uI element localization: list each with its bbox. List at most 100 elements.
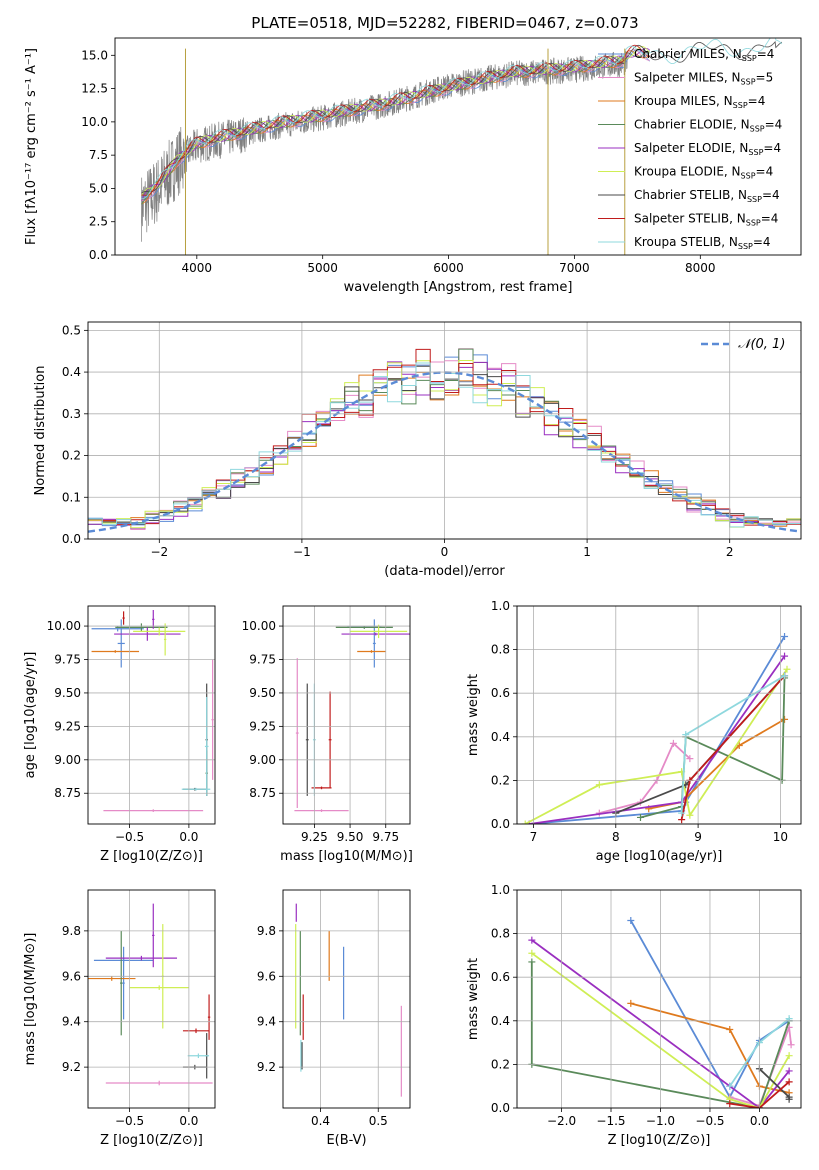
y-tick-label: 8.75 [249,786,276,800]
series-marker-kroupa-stelib [678,809,686,817]
legend-subscript: SSP [733,101,748,110]
x-tick-label: 7 [530,830,538,844]
y-tick-label: 9.6 [257,969,276,983]
y-tick-label: 9.00 [249,753,276,767]
y-tick-label: 0.2 [491,1057,510,1071]
legend-label-kroupa-elodie: Kroupa ELODIE, NSSP=4 [634,165,773,181]
y-tick-label: 0.3 [62,407,81,421]
errorbar-chabrier-miles [93,958,154,963]
y-tick-label: 0.8 [491,927,510,941]
x-tick-label: −0.5 [695,1114,724,1128]
series-marker-salpeter-stelib [785,1078,793,1086]
x-tick-label: 0.5 [369,1114,388,1128]
x-tick-label: 9.25 [301,830,328,844]
errorbar-kroupa-stelib [204,696,209,796]
series-line-salpeter-stelib [729,1081,790,1108]
plot-area [294,619,410,812]
y-axis-label: mass weight [466,958,481,1040]
series-marker-kroupa-elodie [595,781,603,789]
legend-count: =4 [763,141,781,155]
legend-label-kroupa-miles: Kroupa MILES, NSSP=4 [634,94,765,110]
series-marker-kroupa-miles [726,1026,734,1034]
series-marker-kroupa-elodie [528,949,536,957]
x-tick-label: 0.0 [179,830,198,844]
errorbar-kroupa-miles [357,650,386,653]
panel-age_vs_Z: −0.5 0.0 8.75 9.00 9.25 9.50 9.75 10.00 Z [log10… [23,605,216,864]
legend-label-kroupa-stelib: Kroupa STELIB, NSSP=4 [634,235,771,251]
y-axis-label: Flux [fλ10⁻¹⁷ erg cm⁻² s⁻¹ A⁻¹] [24,48,39,245]
panel-mass_vs_Z: −0.5 0.0 9.2 9.4 9.6 9.8 Z [log10(Z/Z⊙)] mass [… [23,889,216,1148]
legend-label-chabrier-miles: Chabrier MILES, NSSP=4 [634,47,774,63]
series-line-kroupa-miles [648,718,785,810]
y-tick-label: 0.8 [491,643,510,657]
y-tick-label: 0.6 [491,686,510,700]
y-tick-label: 0.0 [89,248,108,262]
x-axis-label: E(B-V) [326,1133,366,1148]
y-tick-label: 0.2 [491,773,510,787]
x-tick-label: 1 [583,545,591,559]
spectrum-model-kroupa-elodie [141,46,651,196]
series-marker-salpeter-elodie [785,1067,793,1075]
errorbar-salpeter-miles [295,658,299,808]
y-tick-label: 9.75 [54,652,81,666]
panel-residuals: −2 −1 0 1 2 0.0 0.1 0.2 0.3 0.4 0.5 𝒩(0, 1) (data-mo… [33,321,802,579]
y-tick-label: 9.50 [249,686,276,700]
x-tick-label: 0.0 [750,1114,769,1128]
y-tick-label: 1.0 [491,883,510,897]
axes-frame [516,605,802,825]
x-tick-label: −0.5 [115,1114,144,1128]
errorbar-chabrier-stelib [305,683,309,796]
legend-label-salpeter-elodie: Salpeter ELODIE, NSSP=4 [634,141,781,157]
series-marker-salpeter-miles [669,739,677,747]
x-axis-label: mass [log10(M/M⊙)] [280,849,413,864]
series-marker-kroupa-miles [627,999,635,1007]
y-tick-label: 9.4 [257,1015,276,1029]
legend-text: Kroupa STELIB, N [634,235,738,249]
x-tick-label: 2 [726,545,734,559]
series-marker-salpeter-miles [686,755,694,763]
x-tick-label: 9 [694,830,702,844]
x-tick-label: 6000 [433,261,464,275]
series-marker-kroupa-elodie [521,820,529,824]
panel-age_vs_mass: 9.25 9.50 9.75 8.75 9.00 9.25 9.50 9.75 10.00 mas… [242,605,413,864]
legend-text: Salpeter STELIB, N [634,212,746,226]
panel-mass_vs_ebv: 0.4 0.5 9.2 9.4 9.6 9.8 E(B-V) [257,889,411,1148]
errorbar-salpeter-stelib [122,611,125,625]
x-axis-label: Z [log10(Z/Z⊙)] [608,1133,711,1148]
y-tick-label: 0.0 [491,817,510,831]
series-marker-chabrier-stelib [785,1095,793,1103]
legend-count: =4 [748,94,766,108]
legend-subscript: SSP [750,125,765,134]
y-tick-label: 9.8 [257,924,276,938]
plot-area [295,903,402,1097]
legend-count: =4 [762,188,780,202]
y-axis-label: mass weight [466,674,481,756]
errorbar-salpeter-elodie [152,903,155,968]
y-tick-label: 1.0 [491,599,510,613]
y-tick-label: 15.0 [81,48,108,62]
y-tick-label: 0.4 [491,730,510,744]
legend-subscript: SSP [747,195,762,204]
x-tick-label: 5000 [307,261,338,275]
y-tick-label: 12.5 [81,82,108,96]
legend-text: Chabrier MILES, N [634,47,742,61]
series-marker-kroupa-elodie [686,811,694,819]
errorbar-salpeter-stelib [207,994,211,1040]
y-tick-label: 9.00 [54,753,81,767]
y-tick-label: 10.00 [47,619,81,633]
legend-text: Salpeter ELODIE, N [634,141,748,155]
x-axis-label: Z [log10(Z/Z⊙)] [100,1133,203,1148]
legend-subscript: SSP [738,242,753,251]
legend-count: =4 [761,212,779,226]
legend-subscript: SSP [741,172,756,181]
x-axis-label: (data-model)/error [384,564,505,579]
y-tick-label: 9.4 [62,1015,81,1029]
figure-title: PLATE=0518, MJD=52282, FIBERID=0467, z=0… [251,14,638,32]
axes-frame [87,889,216,1109]
x-tick-label: −2.0 [547,1114,576,1128]
x-tick-label: 8000 [685,261,716,275]
axes-frame [87,605,216,825]
legend-label-chabrier-elodie: Chabrier ELODIE, NSSP=4 [634,118,782,134]
y-axis-label: age [log10(age/yr)] [23,652,38,779]
